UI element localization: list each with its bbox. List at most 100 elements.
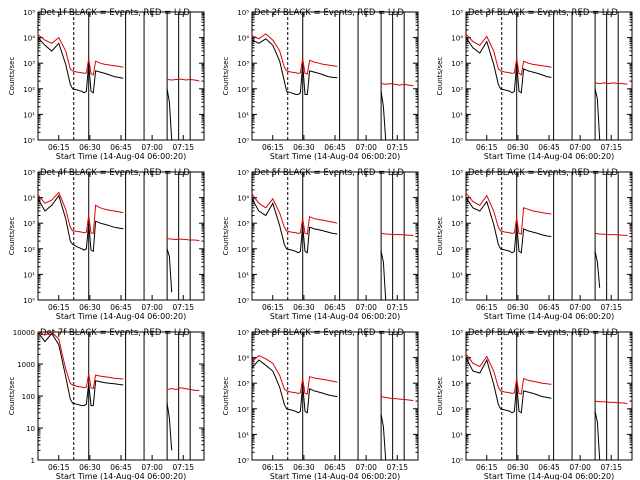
x-tick-label: 06:45 <box>538 463 560 472</box>
y-tick-label: 10¹ <box>237 271 249 279</box>
series-lld-line <box>381 83 414 87</box>
y-tick-label: 10³ <box>451 60 463 68</box>
chart-panel-6f: Det 6f BLACK = Events, RED = LLD 10⁰ 10¹ 10… <box>436 168 633 321</box>
y-tick-label: 10² <box>23 246 35 254</box>
x-tick-label: 06:30 <box>79 463 101 472</box>
x-tick-label: 06:45 <box>538 143 560 152</box>
x-tick-label: 06:15 <box>262 143 284 152</box>
x-axis-label: Start Time (14-Aug-04 06:00:20) <box>270 152 401 161</box>
x-tick-label: 07:00 <box>141 463 163 472</box>
chart-panel-2f: Det 2f BLACK = Events, RED = LLD 10⁰ 10¹ 10… <box>222 8 419 161</box>
x-tick-label: 06:30 <box>293 303 315 312</box>
x-tick-label: 06:30 <box>507 303 529 312</box>
x-tick-label: 07:15 <box>172 303 194 312</box>
chart-title: Det 1f BLACK = Events, RED = LLD <box>40 8 190 18</box>
y-axis-label: Counts/sec <box>222 377 230 416</box>
y-tick-label: 10² <box>23 86 35 94</box>
series-lld-line <box>167 78 200 82</box>
y-tick-label: 10² <box>237 86 249 94</box>
series-events-line <box>594 251 601 288</box>
series-events-line <box>380 91 387 141</box>
x-tick-label: 07:15 <box>172 463 194 472</box>
x-tick-label: 07:15 <box>600 143 622 152</box>
y-tick-label: 10¹ <box>451 431 463 439</box>
series-lld-line <box>595 82 628 85</box>
series-lld-line <box>465 192 552 235</box>
chart-title: Det 2f BLACK = Events, RED = LLD <box>254 8 404 18</box>
x-tick-label: 06:45 <box>324 143 346 152</box>
y-tick-label: 100 <box>22 393 35 401</box>
y-tick-label: 10³ <box>23 60 35 68</box>
chart-title: Det 5f BLACK = Events, RED = LLD <box>254 168 404 178</box>
series-events-line <box>380 414 387 461</box>
y-axis-label: Counts/sec <box>222 57 230 96</box>
y-axis-label: Counts/sec <box>436 57 444 96</box>
series-lld-line <box>595 400 628 405</box>
x-tick-label: 06:30 <box>293 143 315 152</box>
x-tick-label: 06:45 <box>538 303 560 312</box>
y-tick-label: 10⁰ <box>23 297 35 305</box>
x-tick-label: 06:15 <box>48 463 70 472</box>
x-tick-label: 07:15 <box>600 463 622 472</box>
chart-panel-9f: Det 9f BLACK = Events, RED = LLD 10⁰ 10¹ 10… <box>436 328 633 480</box>
y-tick-label: 10⁰ <box>451 297 463 305</box>
y-tick-label: 1 <box>31 457 35 465</box>
series-events-line <box>37 37 124 94</box>
x-tick-label: 06:45 <box>110 143 132 152</box>
x-tick-label: 07:00 <box>569 463 591 472</box>
series-lld-line <box>37 191 124 235</box>
y-tick-label: 10⁰ <box>451 457 463 465</box>
y-tick-label: 10⁵ <box>237 169 249 177</box>
series-lld-line <box>251 193 338 235</box>
series-events-line <box>166 403 173 451</box>
chart-panel-7f: Det 7f BLACK = Events, RED = LLD 1 10 100 10… <box>8 328 205 480</box>
x-axis-label: Start Time (14-Aug-04 06:00:20) <box>56 312 187 321</box>
series-events-line <box>594 88 601 141</box>
y-axis-label: Counts/sec <box>8 217 16 256</box>
series-lld-line <box>251 355 338 395</box>
y-tick-label: 10000 <box>13 329 35 337</box>
x-tick-label: 06:30 <box>79 143 101 152</box>
series-events-line <box>465 37 552 94</box>
y-tick-label: 10² <box>451 246 463 254</box>
x-tick-label: 06:15 <box>262 463 284 472</box>
x-axis-label: Start Time (14-Aug-04 06:00:20) <box>270 312 401 321</box>
chart-panel-8f: Det 8f BLACK = Events, RED = LLD 10⁰ 10¹ 10… <box>222 328 419 480</box>
y-tick-label: 10⁴ <box>451 35 463 43</box>
series-events-line <box>380 251 387 301</box>
series-events-line <box>37 194 124 253</box>
chart-title: Det 6f BLACK = Events, RED = LLD <box>468 168 618 178</box>
chart-title: Det 8f BLACK = Events, RED = LLD <box>254 328 404 338</box>
x-axis-label: Start Time (14-Aug-04 06:00:20) <box>56 152 187 161</box>
x-axis-label: Start Time (14-Aug-04 06:00:20) <box>270 472 401 480</box>
y-tick-label: 10⁰ <box>237 137 249 145</box>
y-tick-label: 10¹ <box>237 111 249 119</box>
x-axis-label: Start Time (14-Aug-04 06:00:20) <box>484 312 615 321</box>
y-axis-label: Counts/sec <box>8 57 16 96</box>
x-tick-label: 06:30 <box>507 463 529 472</box>
x-tick-label: 06:15 <box>476 463 498 472</box>
y-tick-label: 10⁵ <box>23 169 35 177</box>
chart-panel-3f: Det 3f BLACK = Events, RED = LLD 10⁰ 10¹ 10… <box>436 8 633 161</box>
y-tick-label: 1000 <box>17 361 35 369</box>
x-tick-label: 07:00 <box>141 143 163 152</box>
y-tick-label: 10⁴ <box>237 35 249 43</box>
y-tick-label: 10⁵ <box>451 169 463 177</box>
x-tick-label: 06:15 <box>48 303 70 312</box>
y-tick-label: 10⁵ <box>451 329 463 337</box>
y-tick-label: 10⁴ <box>237 195 249 203</box>
y-tick-label: 10⁴ <box>451 195 463 203</box>
x-axis-label: Start Time (14-Aug-04 06:00:20) <box>56 472 187 480</box>
x-axis-label: Start Time (14-Aug-04 06:00:20) <box>484 472 615 480</box>
y-tick-label: 10⁵ <box>237 329 249 337</box>
x-tick-label: 06:30 <box>79 303 101 312</box>
y-tick-label: 10³ <box>451 380 463 388</box>
x-tick-label: 06:45 <box>110 463 132 472</box>
x-tick-label: 07:00 <box>569 143 591 152</box>
series-events-line <box>594 411 601 461</box>
y-tick-label: 10⁵ <box>451 9 463 17</box>
x-tick-label: 07:00 <box>141 303 163 312</box>
y-tick-label: 10⁵ <box>237 9 249 17</box>
y-tick-label: 10³ <box>451 220 463 228</box>
chart-title: Det 7f BLACK = Events, RED = LLD <box>40 328 190 338</box>
